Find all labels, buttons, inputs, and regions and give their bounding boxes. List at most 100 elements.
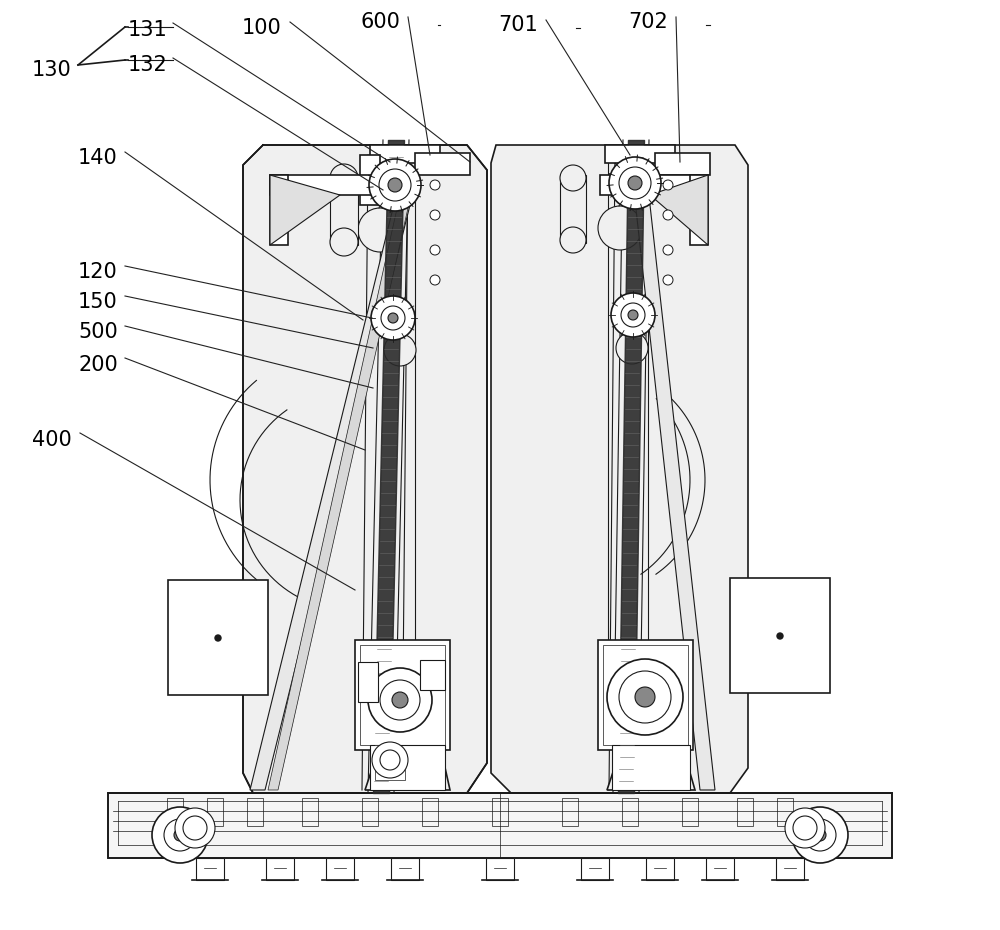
Text: 120: 120: [78, 262, 118, 282]
Circle shape: [663, 275, 673, 285]
Bar: [108, 793, 892, 858]
Circle shape: [430, 180, 440, 190]
Circle shape: [392, 692, 408, 708]
Polygon shape: [268, 204, 408, 790]
Circle shape: [330, 164, 358, 192]
Bar: [360, 155, 380, 205]
Circle shape: [814, 829, 826, 841]
Circle shape: [371, 296, 415, 340]
Bar: [196, 858, 224, 880]
Text: 130: 130: [32, 60, 72, 80]
Bar: [207, 798, 223, 826]
Text: 200: 200: [78, 355, 118, 375]
Bar: [581, 858, 609, 880]
Circle shape: [777, 633, 783, 639]
Circle shape: [607, 659, 683, 735]
Bar: [270, 175, 288, 245]
Circle shape: [619, 167, 651, 199]
Bar: [168, 580, 268, 695]
Bar: [622, 798, 638, 826]
Bar: [486, 858, 514, 880]
Circle shape: [183, 816, 207, 840]
Bar: [562, 798, 578, 826]
Circle shape: [609, 157, 661, 209]
Bar: [600, 175, 700, 195]
Bar: [247, 798, 263, 826]
Circle shape: [635, 687, 655, 707]
Bar: [302, 798, 318, 826]
Bar: [375, 760, 405, 780]
Bar: [391, 858, 419, 880]
Circle shape: [792, 807, 848, 863]
Circle shape: [663, 245, 673, 255]
Circle shape: [369, 159, 421, 211]
Bar: [598, 640, 693, 750]
Circle shape: [611, 293, 655, 337]
Text: 600: 600: [360, 12, 400, 32]
Bar: [326, 858, 354, 880]
Circle shape: [368, 668, 432, 732]
Circle shape: [381, 306, 405, 330]
Circle shape: [628, 310, 638, 320]
Bar: [737, 798, 753, 826]
Text: 500: 500: [78, 322, 118, 342]
Circle shape: [330, 228, 358, 256]
Bar: [420, 660, 445, 690]
Bar: [603, 645, 688, 745]
Bar: [730, 578, 830, 693]
Bar: [415, 153, 470, 175]
Circle shape: [621, 303, 645, 327]
Circle shape: [560, 165, 586, 191]
Circle shape: [430, 245, 440, 255]
Circle shape: [175, 808, 215, 848]
Text: 140: 140: [78, 148, 118, 168]
Text: 100: 100: [242, 18, 282, 38]
Circle shape: [785, 808, 825, 848]
Circle shape: [663, 180, 673, 190]
Bar: [605, 145, 675, 163]
Polygon shape: [270, 175, 340, 245]
Bar: [108, 793, 892, 858]
Circle shape: [215, 635, 221, 641]
Circle shape: [384, 334, 416, 366]
Bar: [355, 640, 450, 750]
Bar: [690, 175, 708, 245]
Bar: [362, 798, 378, 826]
Bar: [270, 175, 400, 195]
Bar: [646, 858, 674, 880]
Circle shape: [804, 819, 836, 851]
Circle shape: [380, 680, 420, 720]
Circle shape: [619, 671, 671, 723]
Circle shape: [430, 210, 440, 220]
Bar: [370, 745, 445, 790]
Polygon shape: [491, 145, 748, 793]
Bar: [330, 175, 358, 245]
Text: 150: 150: [78, 292, 118, 312]
Text: 131: 131: [128, 20, 168, 40]
Bar: [560, 175, 586, 243]
Circle shape: [379, 169, 411, 201]
Circle shape: [372, 742, 408, 778]
Circle shape: [380, 750, 400, 770]
Circle shape: [663, 210, 673, 220]
Bar: [682, 798, 698, 826]
Bar: [370, 145, 440, 163]
Text: 400: 400: [32, 430, 72, 450]
Circle shape: [152, 807, 208, 863]
Bar: [167, 798, 183, 826]
Bar: [358, 662, 378, 702]
Bar: [492, 798, 508, 826]
Bar: [777, 798, 793, 826]
Circle shape: [430, 275, 440, 285]
Circle shape: [628, 176, 642, 190]
Polygon shape: [365, 745, 450, 790]
Bar: [380, 718, 392, 730]
Bar: [655, 153, 710, 175]
Circle shape: [793, 816, 817, 840]
Circle shape: [174, 829, 186, 841]
Circle shape: [598, 206, 642, 250]
Text: 701: 701: [498, 15, 538, 35]
Text: 132: 132: [128, 55, 168, 75]
Polygon shape: [650, 175, 708, 245]
Bar: [776, 858, 804, 880]
